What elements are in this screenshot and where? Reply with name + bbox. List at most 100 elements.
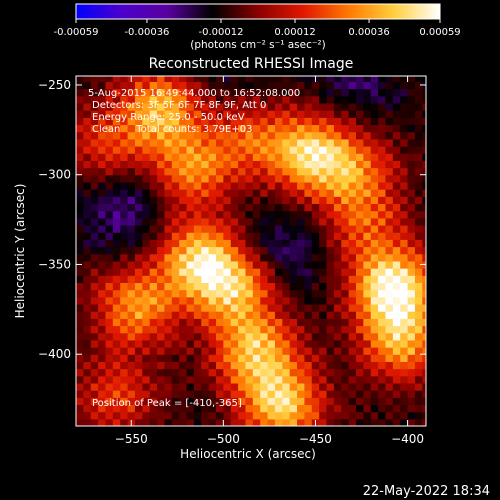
image-pixel [171, 189, 180, 197]
image-pixel [245, 275, 254, 284]
image-pixel [193, 110, 202, 118]
image-pixel [274, 153, 283, 161]
image-pixel [378, 138, 387, 147]
image-pixel [120, 239, 129, 248]
image-pixel [157, 224, 166, 233]
image-pixel [274, 196, 283, 205]
image-pixel [208, 232, 217, 240]
image-pixel [90, 289, 99, 298]
image-pixel [311, 275, 320, 284]
image-pixel [400, 296, 409, 305]
image-pixel [193, 282, 202, 291]
image-pixel [230, 138, 239, 147]
image-pixel [363, 347, 372, 355]
image-pixel [260, 375, 269, 384]
image-pixel [414, 174, 423, 183]
image-pixel [120, 138, 129, 147]
image-pixel [304, 397, 313, 406]
image-pixel [216, 174, 224, 183]
image-pixel [326, 76, 335, 82]
image-pixel [378, 368, 387, 377]
image-pixel [134, 124, 143, 133]
image-pixel [238, 289, 247, 298]
image-pixel [378, 76, 387, 82]
image-pixel [171, 246, 180, 255]
image-pixel [319, 138, 328, 147]
image-pixel [208, 289, 217, 298]
image-pixel [378, 275, 387, 284]
image-pixel [341, 131, 350, 140]
image-pixel [223, 95, 232, 104]
image-pixel [157, 418, 166, 426]
image-pixel [348, 368, 357, 377]
image-pixel [407, 196, 416, 205]
image-pixel [326, 411, 335, 420]
image-pixel [252, 282, 261, 291]
image-pixel [245, 303, 254, 312]
image-pixel [112, 217, 121, 226]
image-pixel [363, 146, 372, 154]
image-pixel [400, 196, 409, 205]
image-pixel [76, 418, 84, 426]
image-pixel [201, 138, 210, 147]
image-pixel [422, 181, 426, 190]
image-pixel [289, 296, 298, 305]
image-pixel [304, 153, 313, 161]
image-pixel [112, 167, 121, 176]
image-pixel [105, 181, 114, 190]
image-pixel [385, 153, 394, 161]
image-pixel [216, 404, 224, 413]
image-pixel [164, 311, 173, 319]
image-pixel [333, 397, 342, 406]
image-pixel [252, 296, 261, 305]
image-pixel [363, 411, 372, 420]
image-pixel [341, 224, 350, 233]
image-pixel [90, 339, 99, 348]
image-pixel [333, 404, 342, 413]
image-pixel [76, 210, 84, 219]
image-pixel [149, 76, 158, 82]
image-pixel [392, 260, 401, 269]
image-pixel [120, 260, 129, 269]
image-pixel [326, 153, 335, 161]
image-pixel [289, 318, 298, 327]
image-pixel [98, 246, 107, 255]
image-pixel [230, 160, 239, 169]
image-pixel [245, 397, 254, 406]
image-pixel [208, 268, 217, 276]
image-pixel [326, 268, 335, 276]
image-pixel [348, 138, 357, 147]
image-pixel [208, 88, 217, 97]
image-pixel [289, 153, 298, 161]
image-pixel [341, 88, 350, 97]
image-pixel [105, 76, 114, 82]
image-pixel [164, 268, 173, 276]
image-pixel [105, 296, 114, 305]
image-pixel [179, 232, 188, 240]
image-pixel [378, 146, 387, 154]
image-pixel [90, 153, 99, 161]
image-pixel [142, 81, 151, 90]
image-pixel [201, 95, 210, 104]
image-pixel [230, 296, 239, 305]
image-pixel [356, 110, 364, 118]
image-pixel [422, 232, 426, 240]
image-pixel [171, 131, 180, 140]
image-pixel [252, 160, 261, 169]
image-pixel [356, 275, 364, 284]
image-pixel [297, 124, 306, 133]
image-pixel [282, 110, 291, 118]
image-pixel [370, 232, 379, 240]
image-pixel [297, 260, 306, 269]
image-pixel [112, 332, 121, 341]
image-pixel [157, 347, 166, 355]
image-pixel [311, 289, 320, 298]
image-pixel [297, 110, 306, 118]
image-pixel [297, 153, 306, 161]
image-pixel [164, 382, 173, 391]
image-pixel [260, 296, 269, 305]
image-pixel [311, 411, 320, 420]
image-pixel [289, 88, 298, 97]
image-pixel [370, 210, 379, 219]
image-pixel [98, 382, 107, 391]
